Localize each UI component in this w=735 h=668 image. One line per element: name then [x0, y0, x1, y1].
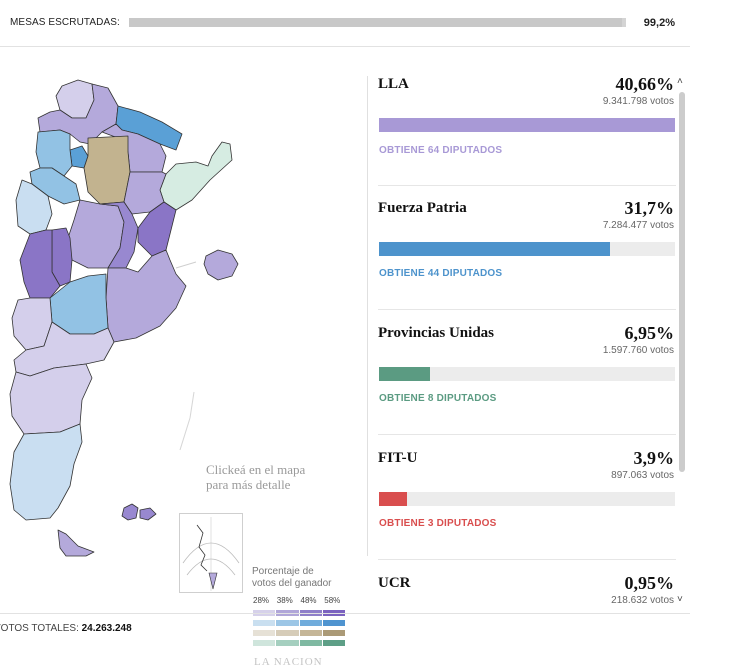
legend-swatch	[276, 630, 299, 636]
party-bar-track	[379, 242, 675, 256]
party-percentage: 40,66%	[615, 74, 675, 94]
party-seats: OBTIENE 44 DIPUTADOS	[379, 268, 503, 279]
results-list[interactable]: LLA 40,66% 9.341.798 votos OBTIENE 64 DI…	[378, 72, 676, 612]
party-name: Provincias Unidas	[378, 325, 494, 341]
party-votes: 9.341.798 votos	[602, 96, 674, 107]
separator	[378, 309, 676, 310]
brand-logo: LA NACION	[254, 656, 323, 668]
party-votes: 897.063 votos	[611, 470, 674, 481]
province-chubut[interactable]	[9, 363, 93, 435]
province-tierradelfuego[interactable]	[57, 529, 95, 557]
map-hint-line2: para más detalle	[206, 477, 291, 492]
legend-row	[253, 630, 345, 636]
party-name: Fuerza Patria	[378, 200, 467, 216]
party-bar-track	[379, 367, 675, 381]
totals-text: VOTOS TOTALES: 24.263.248	[0, 623, 132, 634]
province-caba[interactable]	[203, 249, 239, 281]
map-hint: Clickeá en el mapa para más detalle	[206, 462, 336, 492]
legend-swatch	[322, 640, 345, 646]
separator	[378, 185, 676, 186]
party-votes: 7.284.477 votos	[602, 220, 674, 231]
party-bar-fill	[379, 242, 610, 256]
province-catamarca[interactable]	[35, 129, 73, 177]
legend-swatch	[299, 620, 322, 626]
legend-swatch	[253, 640, 276, 646]
map-panel: Clickeá en el mapa para más detalle Porc…	[0, 72, 362, 668]
party-percentage: 3,9%	[633, 448, 675, 468]
argentina-map[interactable]	[0, 72, 360, 612]
hint-pointer-tail	[179, 417, 191, 451]
legend-swatch	[322, 620, 345, 626]
legend-swatch	[299, 630, 322, 636]
legend-tick: 48%	[300, 596, 317, 605]
separator	[378, 434, 676, 435]
scroll-thumb[interactable]	[679, 92, 685, 472]
province-misiones[interactable]	[159, 141, 233, 211]
legend-swatch	[253, 620, 276, 626]
party-bar-fill	[379, 492, 408, 506]
party-name: UCR	[378, 575, 411, 591]
scrutiny-progress-track	[129, 18, 626, 27]
party-votes: 218.632 votos	[611, 595, 674, 606]
scrutiny-value: 99,2%	[643, 17, 675, 29]
legend-title-line1: Porcentaje de	[252, 566, 314, 577]
inset-connector	[175, 261, 197, 269]
party-seats: OBTIENE 64 DIPUTADOS	[379, 145, 503, 156]
party-bar-fill	[379, 118, 675, 132]
party-bar-track	[379, 492, 675, 506]
party-seats: OBTIENE 3 DIPUTADOS	[379, 518, 497, 529]
scrutiny-label: MESAS ESCRUTADAS:	[10, 17, 120, 28]
scrutiny-bar: MESAS ESCRUTADAS: 99,2%	[0, 0, 690, 47]
totals-value: 24.263.248	[81, 623, 132, 634]
legend-swatch	[299, 640, 322, 646]
antarctica-inset	[179, 513, 243, 593]
scroll-up-icon[interactable]: ˄	[677, 76, 683, 87]
legend-title-line2: votos del ganador	[252, 578, 332, 589]
province-santacruz[interactable]	[9, 423, 83, 521]
hint-pointer	[189, 391, 195, 419]
separator	[378, 559, 676, 560]
legend-swatch	[322, 630, 345, 636]
legend-row	[253, 620, 345, 626]
legend-row	[253, 640, 345, 646]
totals-bar: VOTOS TOTALES: 24.263.248	[0, 613, 690, 635]
legend-tick: 58%	[324, 596, 341, 605]
results-scrollbar[interactable]: ˄ ˅	[676, 76, 688, 608]
party-percentage: 0,95%	[624, 573, 675, 593]
islands-malvinas	[121, 503, 157, 521]
province-mendoza[interactable]	[19, 229, 61, 299]
party-bar-track	[379, 118, 675, 132]
totals-label: VOTOS TOTALES:	[0, 623, 79, 634]
party-bar-fill	[379, 367, 430, 381]
party-name: LLA	[378, 76, 409, 92]
legend-swatch	[276, 620, 299, 626]
map-hint-line1: Clickeá en el mapa	[206, 462, 306, 477]
legend-tick: 38%	[276, 596, 293, 605]
scroll-down-icon[interactable]: ˅	[677, 594, 683, 605]
province-larioja[interactable]	[29, 167, 81, 205]
scrutiny-progress-fill	[129, 18, 623, 27]
party-percentage: 31,7%	[624, 198, 675, 218]
panel-divider	[367, 76, 368, 556]
party-percentage: 6,95%	[624, 323, 675, 343]
legend-title: Porcentaje de votos del ganador	[252, 566, 362, 590]
legend-ticks: 28% 38% 48% 58%	[253, 596, 348, 605]
party-seats: OBTIENE 8 DIPUTADOS	[379, 393, 497, 404]
party-votes: 1.597.760 votos	[602, 345, 674, 356]
legend-tick: 28%	[253, 596, 270, 605]
province-santiago[interactable]	[83, 135, 131, 205]
legend-swatch	[253, 630, 276, 636]
legend-swatch	[276, 640, 299, 646]
party-name: FIT-U	[378, 450, 418, 466]
